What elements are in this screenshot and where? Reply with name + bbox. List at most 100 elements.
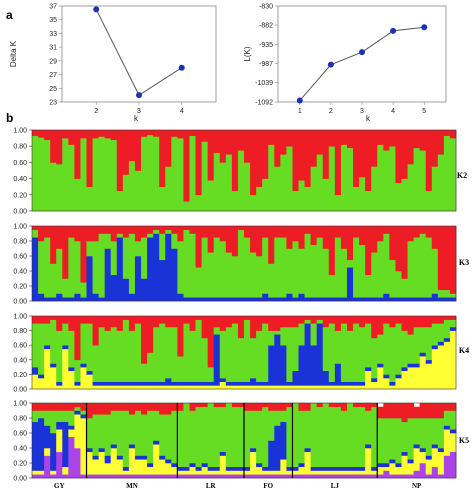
x-tick-label: 4	[391, 108, 395, 115]
bar-segment	[32, 237, 39, 302]
bar-segment	[86, 316, 93, 324]
bar-segment	[38, 378, 45, 390]
bar-segment	[225, 154, 233, 212]
bar-segment	[298, 466, 305, 475]
bar-segment	[395, 466, 402, 475]
bar-segment	[407, 474, 414, 479]
bar-segment	[413, 470, 421, 479]
bar-segment	[128, 130, 136, 162]
bar-segment	[359, 470, 366, 475]
bar-segment	[207, 470, 215, 475]
bar-segment	[316, 316, 324, 320]
bar-segment	[256, 466, 263, 475]
bar-segment	[298, 463, 305, 468]
bar-segment	[128, 444, 136, 449]
bar-segment	[231, 297, 239, 302]
bar-segment	[86, 256, 93, 302]
bar-segment	[201, 237, 209, 298]
bar-segment	[141, 237, 148, 279]
bar-segment	[304, 403, 312, 411]
bar-segment	[171, 326, 178, 382]
bar-segment	[256, 130, 263, 187]
bar-segment	[365, 367, 372, 372]
bar-segment	[134, 403, 142, 411]
bar-segment	[104, 474, 112, 479]
bar-segment	[207, 385, 215, 390]
bar-segment	[62, 130, 69, 139]
bar-segment	[98, 297, 106, 302]
delta-k-ylabel: Delta K	[9, 40, 18, 67]
bar-segment	[262, 130, 269, 179]
bar-segment	[171, 466, 178, 475]
bar-segment	[207, 297, 215, 302]
bar-segment	[213, 226, 221, 238]
bar-segment	[449, 451, 457, 479]
bar-segment	[353, 316, 360, 324]
bar-segment	[268, 297, 275, 302]
data-point	[327, 61, 334, 68]
bar-segment	[86, 130, 93, 187]
bar-segment	[116, 403, 124, 411]
bar-segment	[250, 451, 257, 475]
bar-segment	[292, 470, 299, 475]
bar-segment	[86, 241, 93, 257]
bar-segment	[365, 130, 372, 192]
bar-segment	[425, 130, 433, 192]
bar-segment	[225, 381, 233, 386]
bar-segment	[298, 293, 305, 302]
bar-segment	[219, 406, 227, 453]
bar-segment	[98, 451, 106, 475]
bar-segment	[395, 316, 402, 324]
bar-segment	[250, 130, 257, 196]
y-tick-label: 1.00	[13, 128, 27, 135]
bar-segment	[298, 180, 305, 212]
bar-segment	[274, 474, 281, 479]
bar-segment	[425, 363, 433, 390]
bar-segment	[383, 150, 390, 212]
bar-segment	[159, 381, 166, 386]
bar-segment	[250, 226, 257, 253]
bar-segment	[377, 226, 384, 242]
bar-segment	[280, 345, 287, 386]
bar-segment	[32, 316, 39, 324]
bar-segment	[328, 385, 336, 390]
bar-segment	[225, 470, 233, 475]
bar-segment	[62, 138, 69, 212]
bar-segment	[286, 406, 293, 468]
bar-segment	[346, 316, 354, 331]
bar-segment	[389, 316, 396, 328]
lk-plot: -830 -882 -935 -987 -1039 -1092 1 2 3 4 5 L(K) k	[243, 4, 447, 123]
bar-segment	[395, 463, 402, 468]
bar-segment	[231, 403, 239, 408]
bar-segment	[116, 190, 124, 212]
bar-segment	[262, 237, 269, 294]
bar-segment	[128, 448, 136, 475]
bar-segment	[449, 433, 457, 453]
data-point	[178, 64, 185, 71]
y-tick-label: -830	[259, 4, 273, 11]
bar-segment	[92, 414, 100, 456]
bar-segment	[365, 316, 372, 324]
bar-segment	[177, 356, 184, 382]
bar-segment	[377, 334, 384, 364]
bar-segment	[44, 316, 51, 324]
bar-segment	[377, 463, 384, 468]
k2-label: K2	[457, 171, 467, 180]
bar-segment	[195, 316, 202, 320]
bar-segment	[183, 229, 190, 298]
bar-segment	[38, 410, 45, 419]
bar-segment	[231, 381, 239, 386]
bar-segment	[280, 154, 287, 212]
bar-segment	[250, 403, 257, 411]
bar-segment	[262, 470, 269, 475]
bar-segment	[74, 385, 81, 390]
bar-segment	[86, 451, 93, 475]
bar-segment	[38, 374, 45, 379]
bar-segment	[32, 229, 39, 238]
bar-segment	[141, 414, 148, 456]
bar-segment	[389, 459, 396, 464]
bar-segment	[92, 345, 100, 382]
bar-segment	[201, 226, 209, 238]
bar-segment	[80, 403, 87, 411]
bar-segment	[419, 130, 427, 151]
